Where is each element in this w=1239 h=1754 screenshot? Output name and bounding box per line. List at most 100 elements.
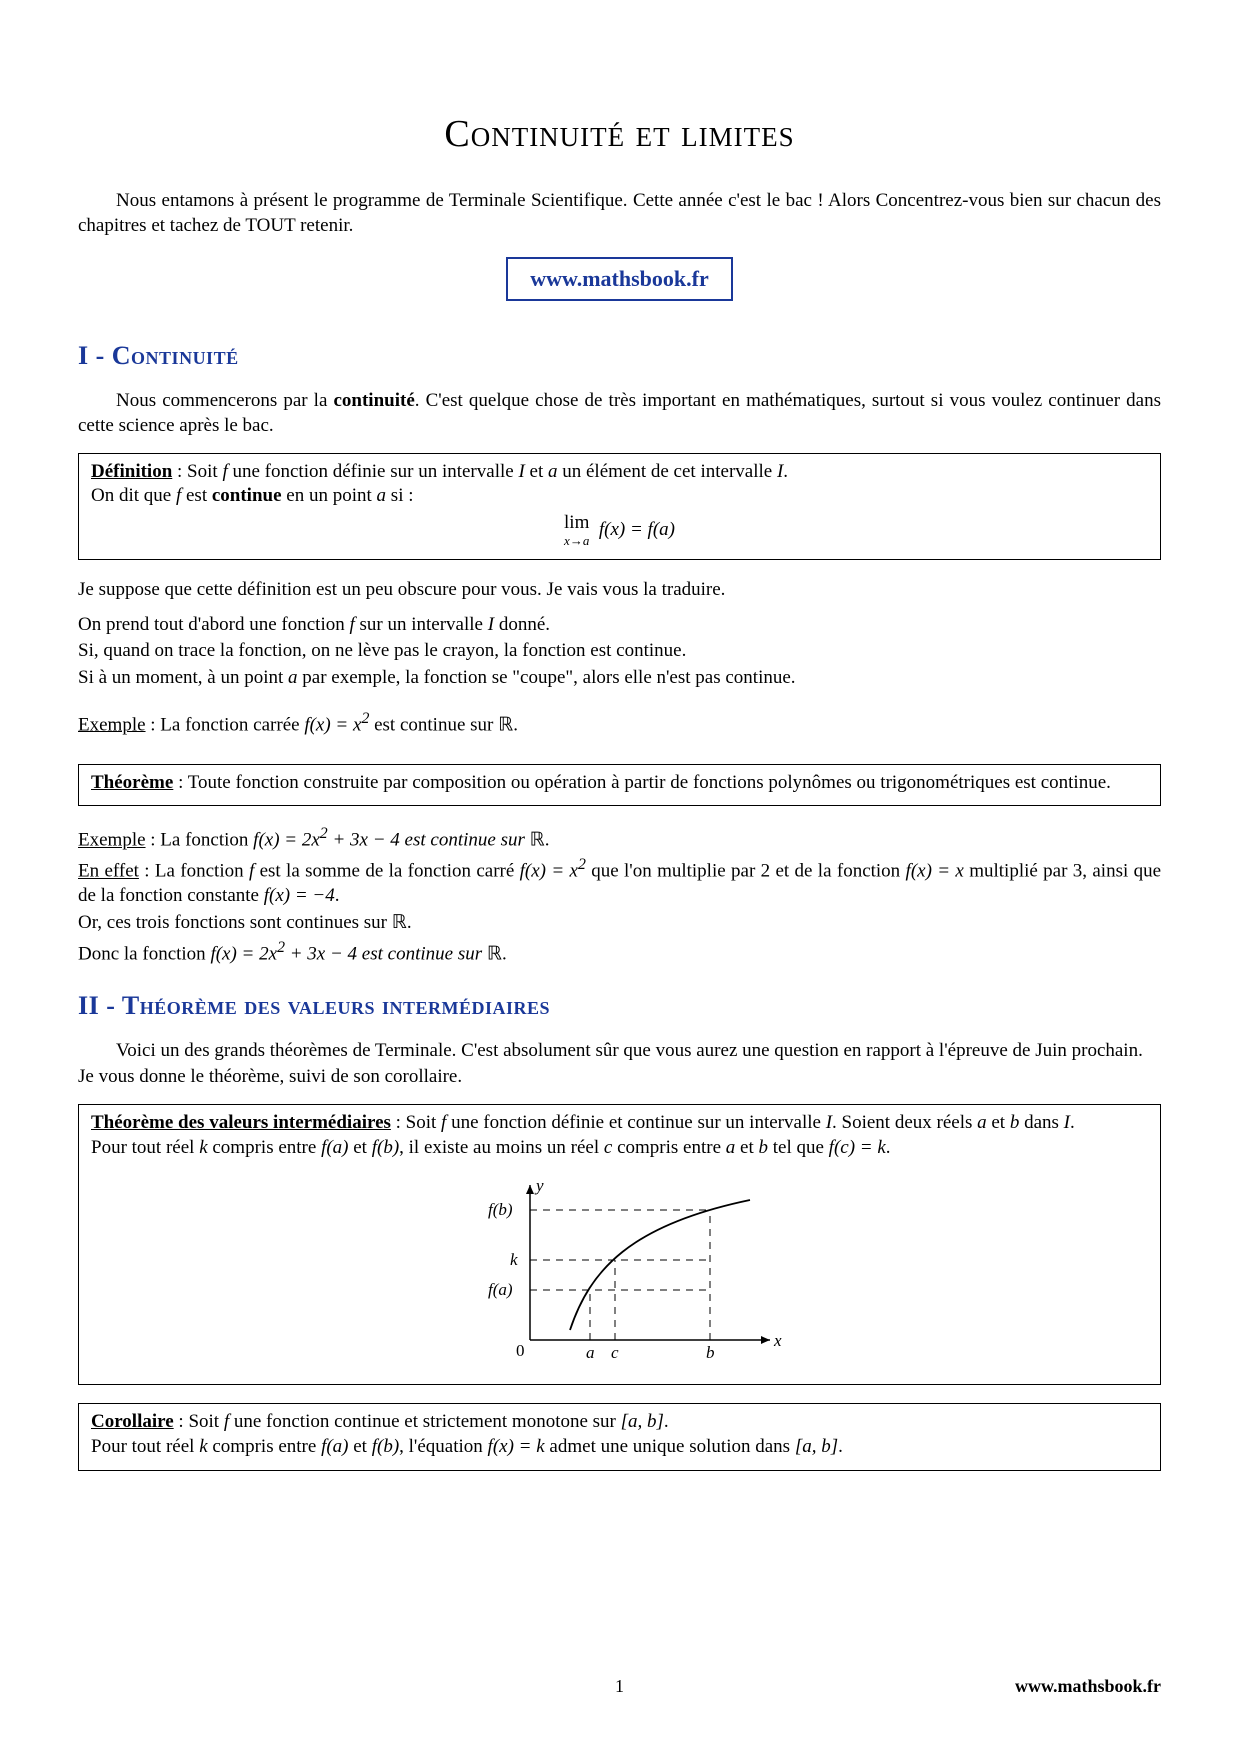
page: Continuité et limites Nous entamons à pr…: [0, 0, 1239, 1754]
cor-l2d: , l'équation: [399, 1436, 487, 1457]
ex2-donc-fx: f(x) = 2x: [210, 943, 277, 964]
theorem-label: Théorème: [91, 772, 173, 793]
def-t2: une fonction définie sur un intervalle: [228, 461, 519, 482]
tvi-I2: I: [1064, 1112, 1070, 1133]
ad-p2c: donné.: [494, 614, 550, 635]
definition-box: Définition : Soit f une fonction définie…: [78, 453, 1161, 560]
cor-t1: : Soit: [174, 1411, 224, 1432]
after-def-p3: Si, quand on trace la fonction, on ne lè…: [78, 639, 1161, 664]
cor-eq: f(x) = k: [488, 1436, 545, 1457]
example-2-donc: Donc la fonction f(x) = 2x2 + 3x − 4 est…: [78, 938, 1161, 967]
cor-fa: f(a): [321, 1436, 348, 1457]
definition-line2: On dit que f est continue en un point a …: [91, 484, 1148, 509]
website-link[interactable]: www.mathsbook.fr: [506, 257, 732, 302]
tvi-a: a: [977, 1112, 987, 1133]
tvi-b: b: [1010, 1112, 1020, 1133]
tvi-l2f: tel que: [768, 1137, 829, 1158]
section-2-heading: II - Théorème des valeurs intermédiaires: [78, 989, 1161, 1023]
ex1-fx: f(x) = x: [304, 714, 361, 735]
tvi-t3: . Soient deux réels: [832, 1112, 977, 1133]
ee4: f(x) = x: [906, 861, 964, 882]
tvi-t4: et: [987, 1112, 1010, 1133]
section-2-p2: Je vous donne le théorème, suivi de son …: [78, 1065, 1161, 1090]
section-2-p1: Voici un des grands théorèmes de Termina…: [78, 1039, 1161, 1064]
example-1: Exemple : La fonction carrée f(x) = x2 e…: [78, 709, 1161, 738]
cor-t2: une fonction continue et strictement mon…: [229, 1411, 621, 1432]
ee2: est la somme de la fonction carré: [254, 861, 519, 882]
s1-p1-bold: continuité: [333, 390, 414, 411]
example-2-or: Or, ces trois fonctions sont continues s…: [78, 911, 1161, 936]
ex2-donc: Donc la fonction: [78, 943, 210, 964]
lim-top: lim: [564, 513, 589, 532]
def-t1: : Soit: [172, 461, 222, 482]
def-l2d: si :: [386, 485, 413, 506]
svg-text:a: a: [586, 1343, 595, 1362]
tvi-t5: dans: [1019, 1112, 1063, 1133]
ee-fx2: f(x) = x: [520, 861, 578, 882]
definition-line1: Définition : Soit f une fonction définie…: [91, 460, 1148, 485]
after-def-p2: On prend tout d'abord une fonction f sur…: [78, 613, 1161, 638]
tvi-l2c: et: [349, 1137, 372, 1158]
cor-fb: f(b): [372, 1436, 399, 1457]
svg-text:y: y: [534, 1176, 544, 1195]
ex2-fx: f(x) = 2x: [253, 830, 320, 851]
cor-l2a: Pour tout réel: [91, 1436, 199, 1457]
tvi-k: k: [199, 1137, 207, 1158]
page-title: Continuité et limites: [78, 110, 1161, 159]
def-t5: .: [783, 461, 788, 482]
theorem-text: : Toute fonction construite par composit…: [173, 772, 1111, 793]
def-l2c: en un point: [282, 485, 377, 506]
corollary-box: Corollaire : Soit f une fonction continu…: [78, 1403, 1161, 1470]
page-number: 1: [78, 1675, 1161, 1698]
corollary-line1: Corollaire : Soit f une fonction continu…: [91, 1410, 1148, 1435]
ad-p4a: Si à un moment, à un point: [78, 667, 288, 688]
svg-text:0: 0: [516, 1341, 525, 1360]
lim-sub: x→a: [564, 534, 589, 547]
def-l2a: On dit que: [91, 485, 176, 506]
ex2-R: ℝ: [530, 830, 545, 851]
tvi-fa: f(a): [321, 1137, 348, 1158]
tvi-l2a: Pour tout réel: [91, 1137, 199, 1158]
ex2-rest: + 3x − 4 est continue sur: [328, 830, 530, 851]
ex1-t: : La fonction carrée: [146, 714, 305, 735]
def-t3: et: [525, 461, 548, 482]
tvi-t1: : Soit: [391, 1112, 441, 1133]
tvi-line2: Pour tout réel k compris entre f(a) et f…: [91, 1136, 1148, 1161]
limit-symbol: lim x→a: [564, 513, 589, 547]
page-footer: 1 www.mathsbook.fr: [78, 1675, 1161, 1698]
ad-p4-a: a: [288, 667, 298, 688]
tvi-line1: Théorème des valeurs intermédiaires : So…: [91, 1111, 1148, 1136]
definition-equation: lim x→a f(x) = f(a): [91, 513, 1148, 547]
ex2-t: : La fonction: [146, 830, 254, 851]
cor-ab: [a, b]: [621, 1411, 664, 1432]
svg-text:f(a): f(a): [488, 1280, 513, 1299]
cor-l2e: admet une unique solution dans: [545, 1436, 795, 1457]
tvi-l2b: compris entre: [208, 1137, 321, 1158]
tvi-l2d: , il existe au moins un réel: [399, 1137, 604, 1158]
tvi-l2c2: et: [735, 1137, 758, 1158]
tvi-fb: f(b): [372, 1137, 399, 1158]
ex2-donc-R: ℝ: [487, 943, 502, 964]
ad-p2b: sur un intervalle: [355, 614, 488, 635]
example-1-label: Exemple: [78, 714, 146, 735]
after-def-p4: Si à un moment, à un point a par exemple…: [78, 666, 1161, 691]
svg-text:k: k: [510, 1250, 518, 1269]
corollary-label: Corollaire: [91, 1411, 174, 1432]
svg-text:f(b): f(b): [488, 1200, 513, 1219]
tvi-l2e: compris entre: [612, 1137, 725, 1158]
after-def-p1: Je suppose que cette définition est un p…: [78, 578, 1161, 603]
def-l2-a: a: [377, 485, 387, 506]
ex1-rest: est continue sur: [369, 714, 498, 735]
ex2-or: Or, ces trois fonctions sont continues s…: [78, 912, 392, 933]
eneffet-label: En effet: [78, 861, 139, 882]
ex2-or-R: ℝ: [392, 912, 407, 933]
ee-exp: 2: [578, 856, 586, 873]
ex2-exp: 2: [320, 825, 328, 842]
ee1: : La fonction: [139, 861, 249, 882]
def-t4: un élément de cet intervalle: [557, 461, 776, 482]
svg-text:c: c: [611, 1343, 619, 1362]
cor-l2b: compris entre: [208, 1436, 321, 1457]
ee6: f(x) = −4: [264, 885, 335, 906]
tvi-figure: 0acbf(a)kf(b)yx: [450, 1170, 790, 1370]
ad-p4b: par exemple, la fonction se "coupe", alo…: [298, 667, 796, 688]
